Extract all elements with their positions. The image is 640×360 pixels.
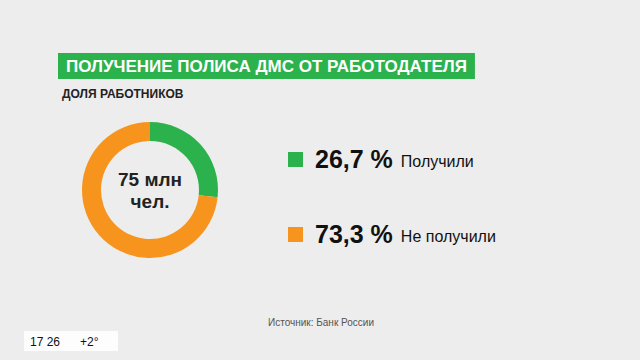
svg-text:ДОЛЯ РАБОТНИКОВ: ДОЛЯ РАБОТНИКОВ (62, 87, 184, 101)
svg-text:73,3 %: 73,3 % (315, 220, 393, 248)
svg-text:+2°: +2° (80, 335, 99, 349)
svg-text:Не получили: Не получили (401, 228, 496, 245)
svg-text:ПОЛУЧЕНИЕ ПОЛИСА ДМС ОТ РАБОТО: ПОЛУЧЕНИЕ ПОЛИСА ДМС ОТ РАБОТОДАТЕЛЯ (66, 57, 467, 76)
svg-text:чел.: чел. (131, 191, 170, 212)
svg-text:Получили: Получили (401, 153, 474, 170)
svg-text:26,7 %: 26,7 % (315, 145, 393, 173)
svg-text:75 млн: 75 млн (118, 169, 182, 190)
svg-text:17 26: 17 26 (30, 335, 60, 349)
svg-text:Источник: Банк России: Источник: Банк России (268, 317, 374, 328)
